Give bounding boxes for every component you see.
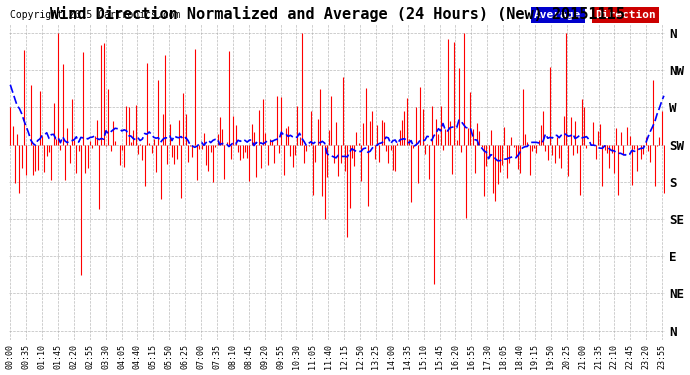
Text: Copyright 2015 Cartronics.com: Copyright 2015 Cartronics.com	[10, 10, 180, 20]
Title: Wind Direction Normalized and Average (24 Hours) (New) 20151115: Wind Direction Normalized and Average (2…	[50, 6, 624, 21]
Text: Average: Average	[534, 10, 581, 20]
Text: Direction: Direction	[595, 10, 656, 20]
